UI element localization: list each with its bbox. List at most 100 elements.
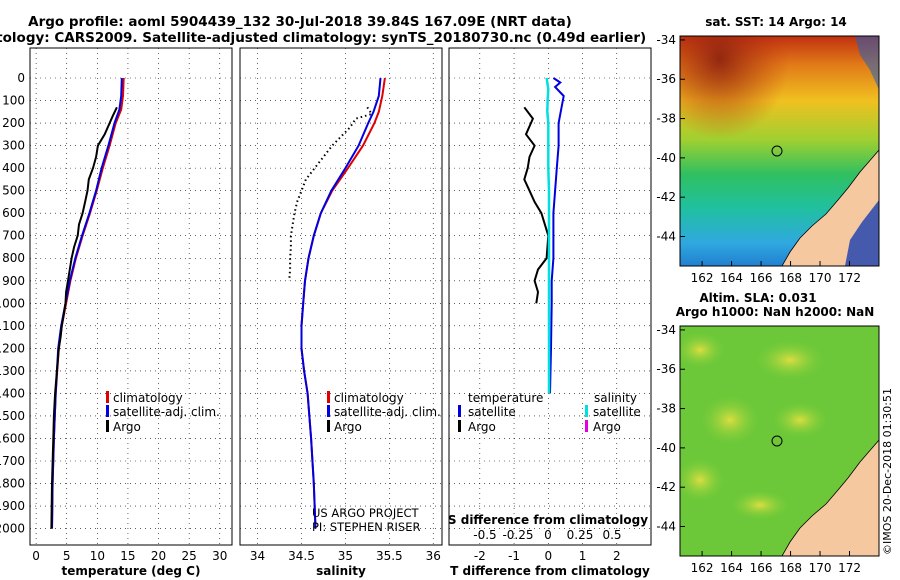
map-y-tick-label: -38 <box>656 112 676 126</box>
x-tick-label: 2 <box>613 549 621 563</box>
x-tick-label: 34 <box>250 549 265 563</box>
sst-argo-marker <box>771 145 783 157</box>
y-tick-label: 200 <box>2 116 25 130</box>
legend-label-climatology: climatology <box>334 391 404 405</box>
series-line-salinity-satellite <box>545 77 551 394</box>
salinity-legend: climatology satellite-adj. clim. Argo US… <box>312 391 441 534</box>
y-tick-label: 1100 <box>0 319 25 333</box>
series-line-satellite-adj-clim- <box>51 77 123 529</box>
sla-map-subtitle: Argo h1000: NaN h2000: NaN <box>676 305 875 319</box>
x-tick-label: 20 <box>151 549 166 563</box>
salinity-chart: 34 34.5 35 35.5 36 salinity <box>240 48 442 578</box>
x-tick-label: 30 <box>212 549 227 563</box>
sst-map-title: sat. SST: 14 Argo: 14 <box>705 15 847 29</box>
y-tick-label: 2000 <box>0 522 25 536</box>
sla-warm-patch <box>772 402 828 438</box>
sla-warm-patch <box>730 490 790 520</box>
x-tick-label: 34.5 <box>288 549 315 563</box>
y-tick-label: 0 <box>17 71 25 85</box>
y-tick-label: 900 <box>2 274 25 288</box>
map-y-tick-label: -34 <box>656 33 676 47</box>
imos-timestamp: ©IMOS 20-Dec-2018 01:30:51 <box>881 388 894 555</box>
sst-map-frame <box>679 35 880 267</box>
title-line-1: Argo profile: aoml 5904439_132 30-Jul-20… <box>28 14 572 30</box>
legend-swatch-sal-satellite <box>585 405 588 417</box>
y-tick-label: 400 <box>2 161 25 175</box>
legend-swatch-temp-satellite <box>458 405 461 417</box>
sst-northeast-cold <box>855 36 879 90</box>
credit-project: US ARGO PROJECT <box>312 506 420 520</box>
legend-label-temp-satellite: satellite <box>468 405 516 419</box>
x-tick-label: 5 <box>63 549 71 563</box>
sla-map-ticks: 162 164 166 168 170 172 -34 -36 -38 -40 -42 -44 <box>656 323 861 575</box>
sla-warm-patch <box>680 332 725 368</box>
sst-cold-water <box>845 200 879 266</box>
map-x-tick-label: 168 <box>779 271 802 285</box>
x-tick-label: 15 <box>120 549 135 563</box>
series-line-temperature-argo <box>523 106 550 304</box>
y-tick-label: 1000 <box>0 296 25 310</box>
sla-map-frame <box>679 325 880 557</box>
legend-swatch-satellite <box>327 405 330 417</box>
x-axis-label: T difference from climatology <box>450 564 650 578</box>
x-tick-label: 25 <box>182 549 197 563</box>
legend-swatch-satellite <box>106 405 109 417</box>
x-axis-label: salinity <box>316 564 366 578</box>
legend-label-sal-argo: Argo <box>593 420 621 434</box>
secondary-tick-label: 0 <box>544 528 552 542</box>
map-y-tick-label: -44 <box>656 520 676 534</box>
sla-coast-land <box>781 439 879 556</box>
map-y-tick-label: -40 <box>656 441 676 455</box>
legend-label-climatology: climatology <box>113 391 183 405</box>
legend-title-temperature: temperature <box>468 391 543 405</box>
map-y-tick-label: -36 <box>656 362 676 376</box>
y-tick-label: 600 <box>2 206 25 220</box>
legend-swatch-argo <box>327 420 330 432</box>
map-x-tick-label: 168 <box>779 561 802 575</box>
temperature-legend: climatology satellite-adj. clim. Argo <box>106 391 220 434</box>
map-x-tick-label: 164 <box>720 561 743 575</box>
x-tick-label: 0 <box>544 549 552 563</box>
salinity-panel-frame <box>239 47 443 546</box>
y-tick-label: 1500 <box>0 409 25 423</box>
secondary-tick-label: 0.5 <box>602 528 621 542</box>
x-tick-label: 10 <box>90 549 105 563</box>
map-y-tick-label: -42 <box>656 190 676 204</box>
legend-title-salinity: salinity <box>594 391 637 405</box>
y-tick-label: 500 <box>2 184 25 198</box>
map-y-tick-label: -44 <box>656 230 676 244</box>
y-tick-label: 1200 <box>0 341 25 355</box>
legend-swatch-argo <box>106 420 109 432</box>
legend-label-argo: Argo <box>113 420 141 434</box>
sla-map-title: Altim. SLA: 0.031 <box>699 291 816 305</box>
map-x-tick-label: 162 <box>691 561 714 575</box>
secondary-axis-label: S difference from climatology <box>448 513 648 527</box>
sla-warm-patch <box>755 340 825 380</box>
y-tick-label: 800 <box>2 251 25 265</box>
map-x-tick-label: 162 <box>691 271 714 285</box>
series-line-argo <box>288 106 374 281</box>
map-x-tick-label: 166 <box>750 271 773 285</box>
x-tick-label: 36 <box>426 549 441 563</box>
y-tick-label: 1400 <box>0 386 25 400</box>
sla-warm-patch <box>700 395 760 445</box>
x-tick-label: 0 <box>32 549 40 563</box>
series-line-climatology <box>300 77 386 529</box>
map-x-tick-label: 172 <box>838 271 861 285</box>
map-x-tick-label: 170 <box>809 561 832 575</box>
x-tick-label: 35.5 <box>376 549 403 563</box>
y-tick-label: 1900 <box>0 499 25 513</box>
series-line-satellite-adj-clim- <box>300 77 382 529</box>
legend-label-argo: Argo <box>334 420 362 434</box>
legend-swatch-climatology <box>327 391 330 403</box>
y-tick-label: 100 <box>2 94 25 108</box>
temperature-chart: 0100200300400500600700800900100011001200… <box>0 48 232 578</box>
sst-map: sat. SST: 14 Argo: 14 162 164 166 168 170 172… <box>656 15 880 285</box>
map-y-tick-label: -38 <box>656 402 676 416</box>
sla-map: Altim. SLA: 0.031 Argo h1000: NaN h2000:… <box>656 291 880 575</box>
map-y-tick-label: -40 <box>656 151 676 165</box>
legend-swatch-sal-argo <box>585 420 588 432</box>
series-line-argo <box>50 106 118 529</box>
x-tick-label: -1 <box>508 549 520 563</box>
